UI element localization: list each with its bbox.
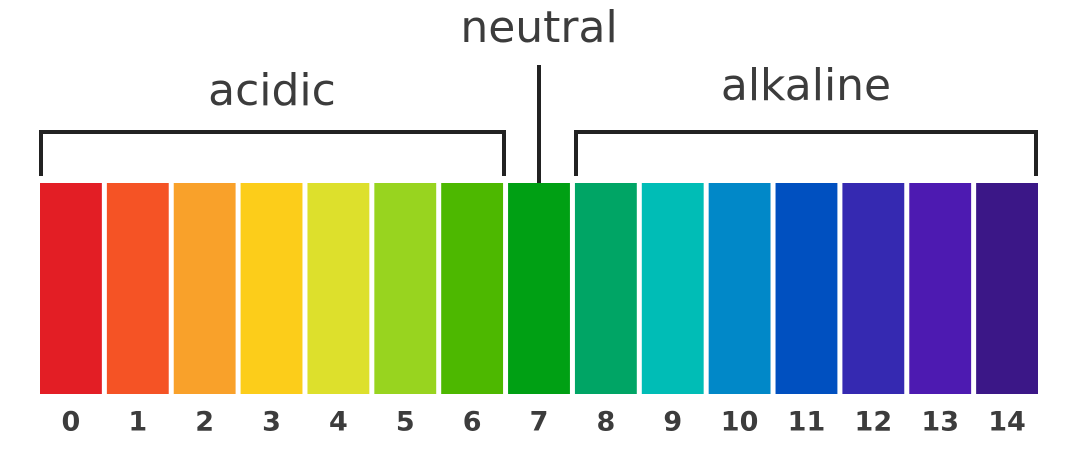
- scale-label: 2: [195, 407, 214, 438]
- scale-label: 14: [988, 407, 1026, 438]
- swatch: [173, 183, 236, 394]
- neutral-label: neutral: [460, 2, 617, 53]
- swatch: [40, 183, 102, 394]
- swatch: [374, 183, 437, 394]
- swatch: [508, 183, 570, 394]
- swatch: [106, 183, 169, 394]
- scale-label: 3: [262, 407, 281, 438]
- scale: 0 1 2 3 4 5 6 7 8 9 10 11 12 13 14: [40, 183, 1038, 438]
- swatch: [842, 183, 905, 394]
- scale-label: 11: [788, 407, 826, 438]
- scale-label: 13: [921, 407, 959, 438]
- scale-label: 0: [62, 407, 81, 438]
- swatch: [708, 183, 771, 394]
- swatch: [574, 183, 637, 394]
- swatch: [976, 183, 1038, 394]
- scale-label: 8: [596, 407, 615, 438]
- scale-label: 9: [663, 407, 682, 438]
- swatch: [441, 183, 504, 394]
- alkaline-label: alkaline: [721, 60, 891, 111]
- scale-label: 1: [128, 407, 147, 438]
- swatch: [909, 183, 972, 394]
- swatch: [240, 183, 303, 394]
- swatch: [307, 183, 370, 394]
- scale-label: 12: [855, 407, 893, 438]
- scale-label: 4: [329, 407, 348, 438]
- scale-label: 6: [463, 407, 482, 438]
- scale-label: 10: [721, 407, 759, 438]
- swatch: [775, 183, 838, 394]
- acidic-bracket: [39, 130, 506, 176]
- acidic-label: acidic: [208, 65, 336, 116]
- alkaline-bracket: [574, 130, 1038, 176]
- scale-label: 5: [396, 407, 415, 438]
- scale-label: 7: [530, 407, 549, 438]
- swatch: [641, 183, 704, 394]
